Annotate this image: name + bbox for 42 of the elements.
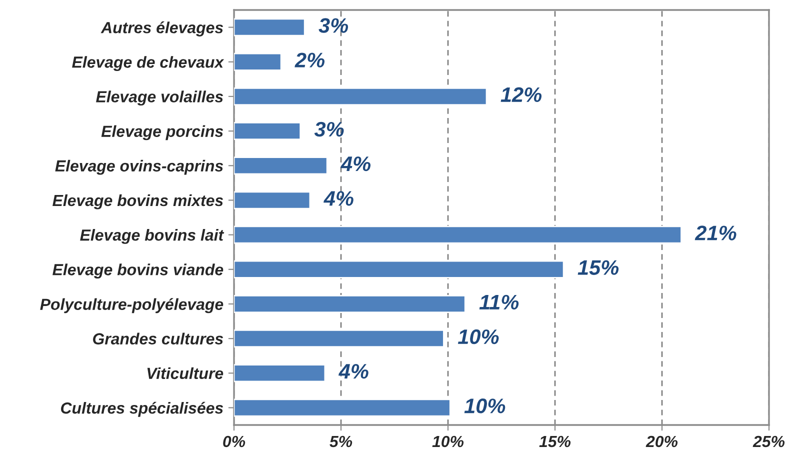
bar bbox=[234, 330, 444, 348]
y-tick-label: Cultures spécialisées bbox=[61, 402, 224, 417]
y-tick-label: Elevage volailles bbox=[96, 90, 224, 106]
x-tick-label: 25% bbox=[752, 436, 785, 448]
data-label: 3% bbox=[314, 122, 344, 137]
y-tick-label: Polyculture-polyélevage bbox=[40, 298, 224, 314]
bar bbox=[234, 260, 564, 278]
x-tick-label: 0% bbox=[223, 436, 246, 448]
y-tick-label: Autres élevages bbox=[100, 21, 224, 36]
y-tick-label: Elevage ovins-caprins bbox=[55, 160, 224, 175]
bar bbox=[234, 87, 488, 106]
x-tick-label: 20% bbox=[646, 436, 678, 448]
bar bbox=[234, 122, 302, 140]
y-tick-label: Grandes cultures bbox=[93, 332, 224, 344]
y-tick-label: Elevage bovins viande bbox=[52, 264, 224, 278]
y-tick-label: Elevage bovins mixtes bbox=[52, 194, 224, 210]
x-tick-label: 15% bbox=[539, 436, 571, 448]
y-tick-label: Elevage bovins lait bbox=[80, 229, 224, 244]
bar bbox=[234, 226, 682, 244]
data-label: 2% bbox=[294, 52, 324, 68]
bar bbox=[234, 294, 466, 313]
data-label: 10% bbox=[458, 329, 499, 344]
data-label: 3% bbox=[318, 18, 348, 33]
y-tick-label: Viticulture bbox=[147, 367, 224, 380]
data-label: 10% bbox=[464, 398, 506, 414]
data-label: 11% bbox=[479, 294, 519, 310]
x-tick-label: 10% bbox=[432, 436, 464, 448]
data-label: 4% bbox=[338, 364, 368, 379]
bar bbox=[234, 398, 451, 417]
y-tick-label: Elevage porcins bbox=[101, 125, 224, 140]
bar bbox=[234, 364, 326, 382]
bar bbox=[234, 156, 328, 175]
y-tick-label: Elevage de chevaux bbox=[72, 56, 224, 71]
bar bbox=[234, 191, 311, 210]
bar bbox=[234, 18, 306, 36]
data-label: 15% bbox=[578, 260, 619, 275]
data-label: 12% bbox=[500, 87, 542, 102]
bar bbox=[234, 52, 282, 71]
data-label: 4% bbox=[324, 191, 354, 206]
x-tick-label: 5% bbox=[330, 436, 352, 448]
data-label: 4% bbox=[340, 156, 371, 172]
data-label: 21% bbox=[694, 226, 736, 240]
